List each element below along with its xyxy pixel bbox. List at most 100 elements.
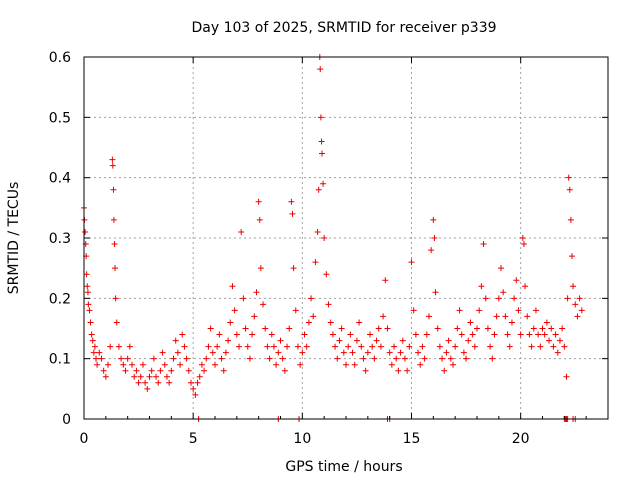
data-point [460,349,467,356]
data-point [520,241,527,248]
data-point [482,295,489,302]
data-point [111,241,118,248]
data-point [522,283,529,290]
data-point [541,331,548,338]
data-point [198,361,205,368]
y-tick-label: 0.1 [49,352,71,368]
data-point [517,331,524,338]
data-point [524,313,531,320]
data-point [264,343,271,350]
data-point [502,313,509,320]
data-point [320,180,327,187]
data-point [559,325,566,332]
data-point [305,319,312,326]
data-point [229,283,236,290]
data-point [194,379,201,386]
data-point [566,186,573,193]
data-point [126,343,133,350]
data-point [535,331,542,338]
data-point [284,343,291,350]
data-point [303,343,310,350]
data-point [286,325,293,332]
data-point [343,361,349,368]
data-point [279,355,286,362]
data-point [102,373,109,380]
data-point [85,301,92,308]
data-point [554,349,561,356]
data-point [236,343,243,350]
data-point [375,325,382,332]
data-point [358,343,365,350]
data-point [382,277,389,284]
data-point [458,331,465,338]
data-point [107,343,114,350]
data-point [441,367,448,374]
data-point [351,361,358,368]
data-point [146,373,153,380]
data-point [332,343,339,350]
data-point [220,367,227,374]
data-point [377,343,384,350]
data-point [397,349,404,356]
data-point [161,361,168,368]
data-point [476,307,483,314]
data-point [498,265,505,272]
data-point [546,337,553,344]
data-point [131,373,138,380]
data-point [380,313,387,320]
data-point [436,343,443,350]
data-point [484,325,491,332]
data-point [543,319,550,326]
data-point [384,325,391,332]
data-point [563,373,570,380]
data-point [253,289,260,296]
data-point [275,349,282,356]
data-point [207,325,214,332]
data-point [495,295,502,302]
data-point [410,307,417,314]
data-points [81,54,585,422]
data-point [318,150,325,157]
data-point [292,307,299,314]
data-point [423,331,430,338]
data-point [266,355,273,362]
data-point [386,349,393,356]
data-point [334,355,341,362]
data-point [568,253,575,260]
x-tick-label: 15 [403,431,421,447]
data-point [567,216,574,223]
data-point [373,337,380,344]
data-point [439,355,446,362]
data-point [421,355,428,362]
data-point [288,198,295,205]
data-point [185,367,192,374]
data-point [115,343,122,350]
data-point [530,325,537,332]
x-tick-label: 10 [293,431,311,447]
data-point [179,331,186,338]
data-point [321,235,328,241]
data-point [340,349,347,356]
data-point [480,241,487,248]
data-point [362,367,369,374]
data-point [469,331,476,338]
data-point [419,343,426,350]
data-point [105,361,112,368]
data-point [404,367,411,374]
data-point [260,301,267,308]
data-point [244,343,251,350]
data-point [155,379,162,386]
data-point [157,367,164,374]
data-point [96,349,103,356]
data-point [172,337,179,344]
data-point [144,385,151,392]
data-point [478,283,485,290]
x-tick-labels: 0 5 10 15 20 [80,431,530,447]
data-point [83,271,90,278]
data-point [417,361,424,368]
data-point [552,331,559,338]
data-point [526,331,533,338]
data-point [218,355,225,362]
data-point [519,235,526,241]
